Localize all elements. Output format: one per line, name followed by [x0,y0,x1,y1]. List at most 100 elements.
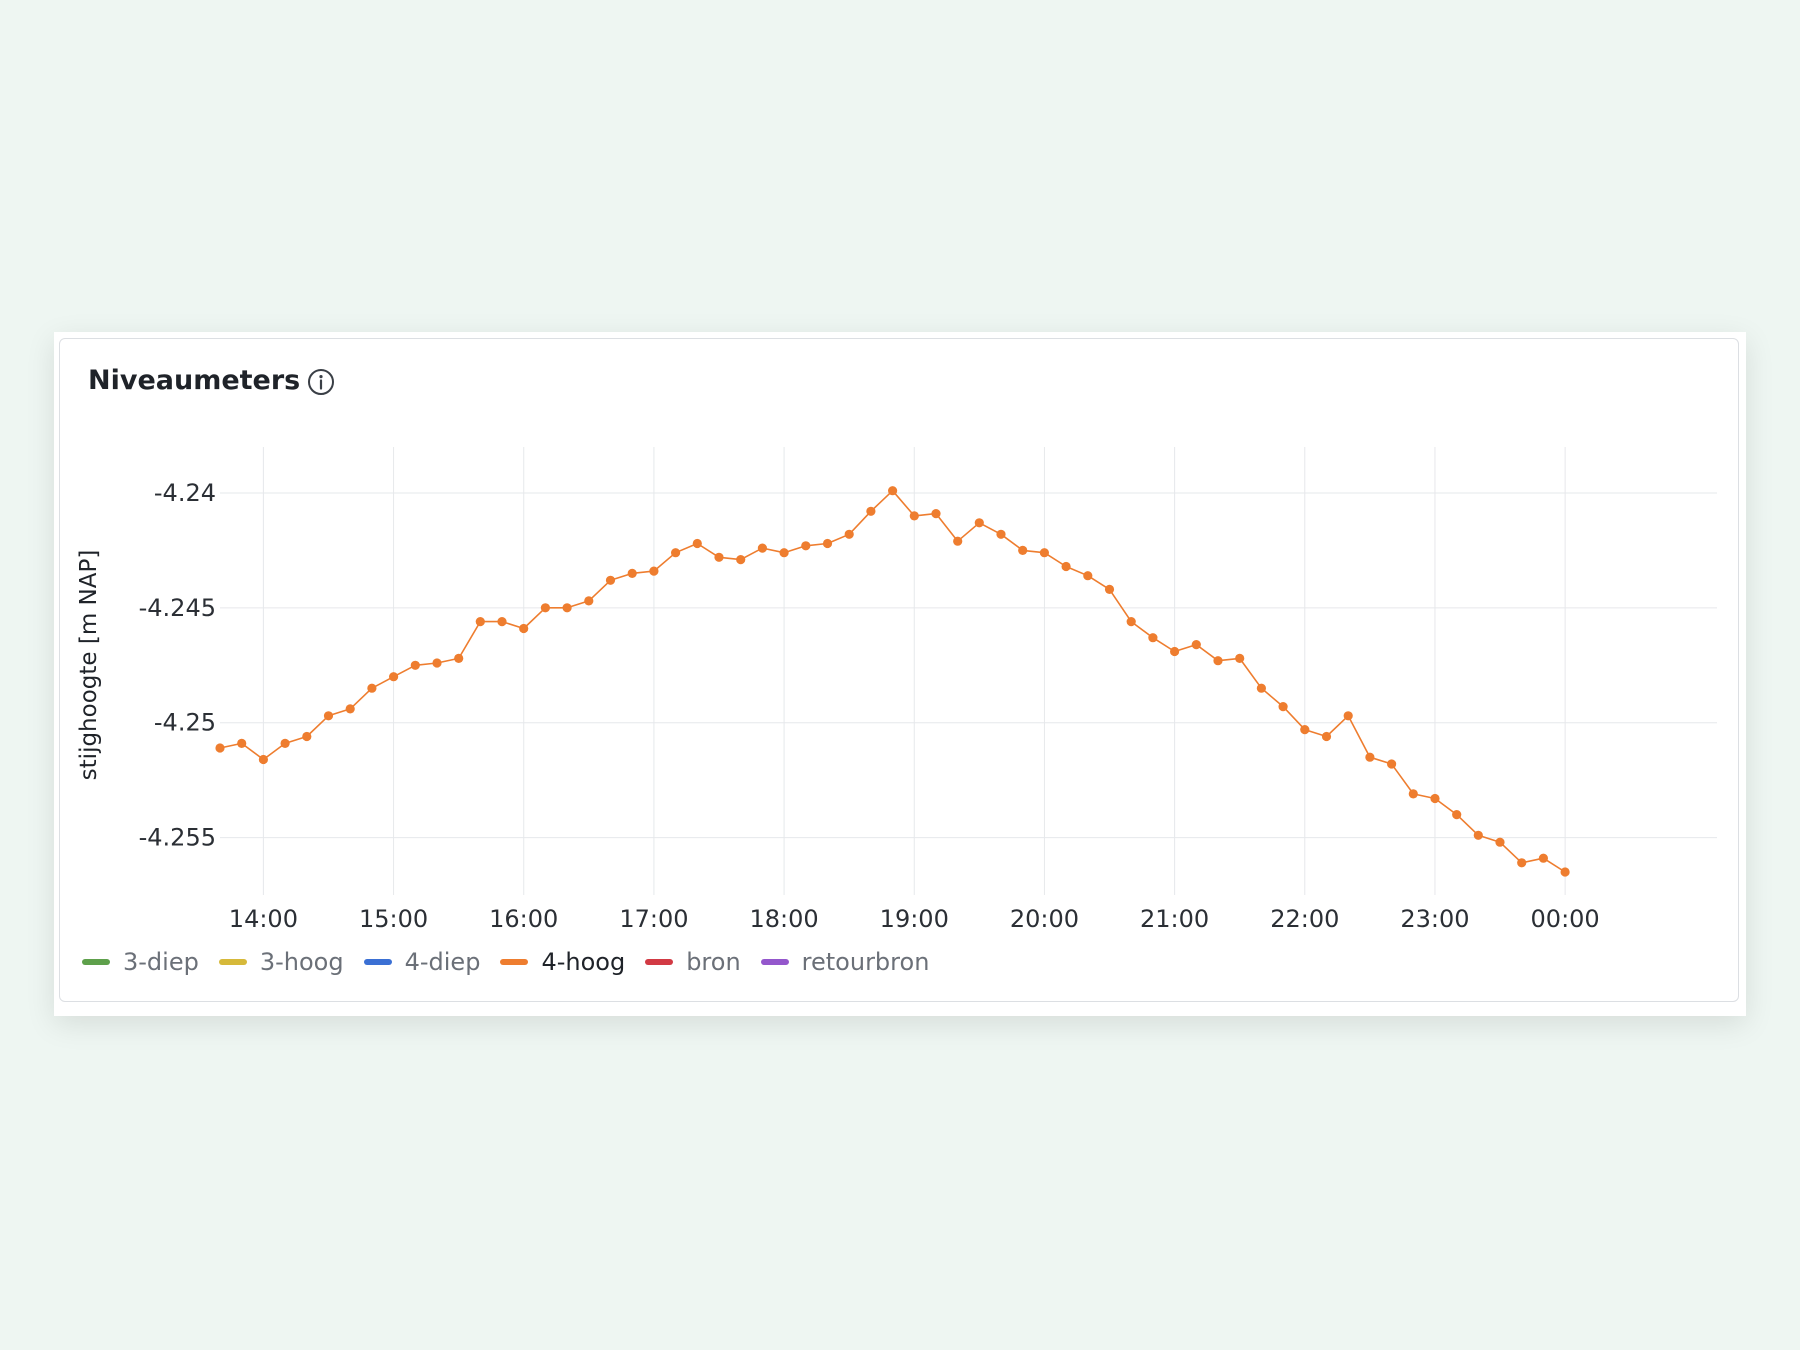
data-point[interactable] [1387,759,1397,769]
y-tick-label: -4.245 [139,594,216,622]
data-point[interactable] [1452,810,1462,820]
data-point[interactable] [280,738,290,748]
data-point[interactable] [931,509,941,519]
legend-label: 3-hoog [259,948,344,976]
legend-swatch [760,959,789,965]
data-point[interactable] [1235,653,1245,663]
chart-legend: 3-diep 3-hoog 4-diep 4-hoog bron retourbron [82,947,929,977]
data-point[interactable] [974,518,984,528]
data-point[interactable] [323,711,334,721]
y-axis-label: stijghoogte [m NAP] [76,550,102,781]
x-tick-label: 17:00 [619,905,688,933]
data-point[interactable] [1321,731,1332,742]
x-tick-label: 20:00 [1010,905,1079,933]
legend-item-3-hoog[interactable]: 3-hoog [218,948,344,976]
data-point[interactable] [1560,867,1570,877]
info-icon[interactable] [306,367,336,397]
data-point[interactable] [540,603,550,613]
data-point[interactable] [909,511,919,521]
legend-item-4-diep[interactable]: 4-diep [363,948,481,976]
legend-label: retourbron [801,948,930,976]
data-point[interactable] [519,623,529,634]
line-chart: 14:00 15:00 16:00 17:00 18:00 19:00 20:00 21:00… [76,447,1717,933]
chart-panel: Niveaumeters 14:00 15:00 16:00 17:00 18:00 19… [59,338,1739,1002]
y-tick-label: -4.24 [154,479,216,507]
data-point[interactable] [1191,640,1201,650]
data-point[interactable] [258,754,268,765]
data-point[interactable] [497,617,507,627]
data-point[interactable] [801,541,811,551]
data-point[interactable] [1538,853,1548,863]
data-point[interactable] [1148,633,1158,643]
y-tick-label: -4.25 [154,709,216,737]
legend-label: 3-diep [123,948,199,976]
data-point[interactable] [345,704,355,714]
x-tick-label: 15:00 [359,905,428,933]
data-point[interactable] [1256,683,1266,693]
data-point[interactable] [367,683,377,693]
x-tick-label: 18:00 [750,905,819,933]
x-tick-label: 14:00 [229,905,298,933]
data-point[interactable] [1495,837,1505,847]
data-point[interactable] [888,486,898,496]
legend-item-bron[interactable]: bron [645,948,741,976]
data-point[interactable] [822,538,833,549]
legend-label: 4-diep [404,948,481,976]
data-point[interactable] [692,538,702,549]
data-point[interactable] [562,603,572,613]
data-point[interactable] [1300,725,1310,735]
panel-container: Niveaumeters 14:00 15:00 16:00 17:00 18:00 19… [54,332,1746,1016]
data-point[interactable] [671,548,681,558]
legend-label: bron [686,948,741,976]
data-point[interactable] [757,543,768,553]
panel-title: Niveaumeters [88,365,301,396]
data-point[interactable] [454,653,464,663]
data-point[interactable] [1365,752,1375,762]
data-point[interactable] [736,555,746,565]
data-point[interactable] [215,743,225,753]
data-point[interactable] [1061,561,1071,572]
legend-swatch [363,959,392,965]
series-line-4-hoog [219,489,1566,873]
data-point[interactable] [410,660,420,670]
data-point[interactable] [1104,584,1115,594]
data-point[interactable] [714,552,724,562]
legend-label: 4-hoog [541,948,626,976]
x-tick-label: 00:00 [1531,905,1600,933]
x-tick-label: 21:00 [1140,905,1209,933]
legend-item-4-hoog[interactable]: 4-hoog [500,948,625,976]
x-tick-label: 23:00 [1400,905,1469,933]
x-tick-label: 22:00 [1270,905,1339,933]
legend-item-retourbron[interactable]: retourbron [760,948,930,976]
data-point[interactable] [866,506,876,516]
data-point[interactable] [1170,646,1180,657]
data-point[interactable] [953,536,963,546]
data-point[interactable] [779,548,789,558]
data-point[interactable] [237,738,247,748]
legend-item-3-diep[interactable]: 3-diep [82,948,199,976]
data-point[interactable] [1517,858,1527,868]
data-point[interactable] [605,575,616,585]
data-point[interactable] [1213,656,1223,666]
data-point[interactable] [1278,702,1288,712]
legend-swatch [645,959,674,965]
data-point[interactable] [1083,571,1093,581]
data-point[interactable] [1430,793,1440,804]
data-point[interactable] [1126,617,1136,627]
data-point[interactable] [996,529,1006,539]
data-point[interactable] [1408,789,1418,799]
data-point[interactable] [302,731,312,742]
data-point[interactable] [1343,711,1353,721]
data-point[interactable] [649,566,659,576]
data-point[interactable] [432,658,442,668]
data-point[interactable] [1039,548,1049,558]
data-point[interactable] [389,672,399,682]
data-point[interactable] [627,568,637,578]
legend-swatch [218,959,247,965]
data-point[interactable] [475,617,485,627]
data-point[interactable] [1473,830,1483,840]
data-point[interactable] [584,596,594,606]
data-point[interactable] [1018,545,1028,555]
data-point[interactable] [844,529,854,539]
legend-swatch [82,959,110,965]
